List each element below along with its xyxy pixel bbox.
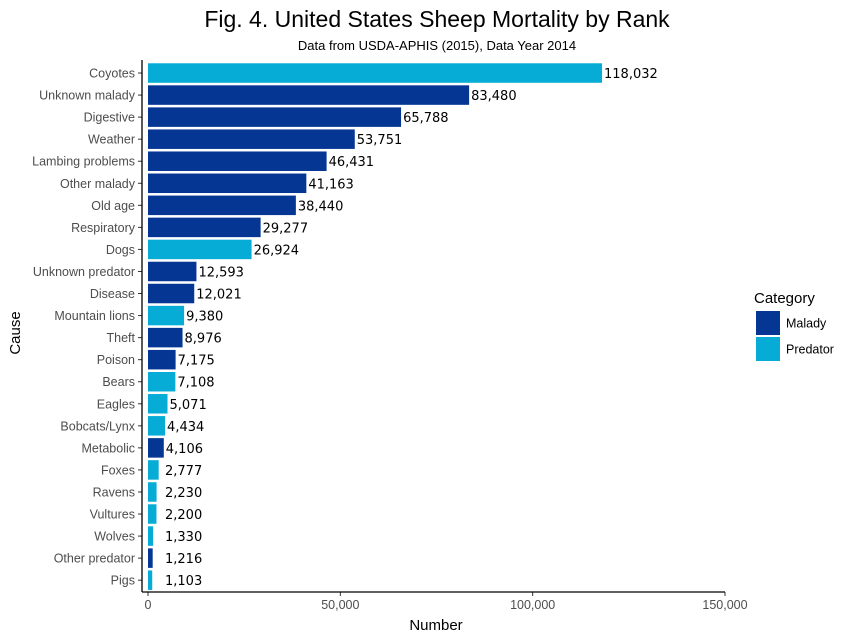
y-tick-label: Ravens (93, 485, 135, 499)
y-tick-label: Bobcats/Lynx (60, 419, 135, 433)
bar-ravens (148, 482, 157, 502)
data-label: 1,103 (165, 574, 202, 589)
bar-metabolic (148, 438, 164, 458)
data-label: 53,751 (357, 133, 403, 148)
x-tick-label: 150,000 (702, 598, 747, 612)
x-tick-label: 50,000 (321, 598, 359, 612)
data-label: 1,330 (165, 530, 202, 545)
bar-wolves (148, 526, 154, 546)
y-tick-label: Unknown malady (39, 89, 136, 103)
y-tick-label: Wolves (94, 530, 135, 544)
y-tick-label: Disease (90, 287, 135, 301)
bar-bears (148, 371, 176, 392)
data-label: 4,106 (166, 442, 203, 457)
data-label: 2,200 (165, 508, 202, 523)
bar-dogs (148, 239, 252, 260)
bar-respiratory (148, 217, 261, 238)
bar-other-malady (148, 173, 307, 194)
y-tick-label: Pigs (111, 574, 135, 588)
data-label: 4,434 (167, 420, 204, 435)
data-label: 29,277 (263, 221, 309, 236)
y-tick-label: Vultures (90, 508, 135, 522)
y-tick-label: Dogs (106, 243, 135, 257)
y-tick-label: Old age (91, 199, 135, 213)
bar-weather (148, 129, 355, 149)
data-label: 8,976 (185, 332, 222, 347)
plot-area: Coyotes 118,032 Unknown malady 83,480 Digest… (32, 63, 748, 612)
bar-unknown-predator (148, 261, 197, 282)
data-label: 46,431 (329, 155, 375, 170)
bar-foxes (148, 460, 159, 480)
bar-poison (148, 349, 176, 370)
x-axis-label: Number (409, 617, 462, 634)
chart-subtitle: Data from USDA-APHIS (2015), Data Year 2… (298, 38, 576, 53)
data-label: 9,380 (186, 310, 223, 325)
legend-swatch-malady (756, 311, 780, 335)
data-label: 5,071 (170, 398, 207, 413)
bar-pigs (148, 570, 153, 590)
y-tick-label: Lambing problems (32, 155, 135, 169)
data-label: 7,175 (178, 354, 215, 369)
data-label: 118,032 (604, 67, 658, 82)
y-tick-label: Coyotes (89, 67, 135, 81)
data-label: 26,924 (254, 243, 300, 258)
y-tick-label: Respiratory (71, 221, 136, 235)
bar-mountain-lions (148, 305, 185, 326)
bar-disease (148, 283, 195, 304)
data-label: 83,480 (471, 89, 517, 104)
legend-title: Category (754, 290, 815, 307)
bar-lambing-problems (148, 151, 327, 171)
data-label: 12,593 (198, 265, 244, 280)
legend-label-malady: Malady (786, 317, 827, 331)
bar-unknown-malady (148, 85, 470, 105)
data-label: 2,230 (165, 486, 202, 501)
bar-bobcats-lynx (148, 416, 166, 436)
legend: Category Malady Predator (754, 290, 834, 361)
y-tick-label: Theft (107, 331, 136, 345)
bar-old-age (148, 195, 296, 216)
y-tick-label: Poison (97, 353, 135, 367)
data-label: 41,163 (308, 177, 354, 192)
bar-theft (148, 327, 183, 348)
data-label: 1,216 (165, 552, 202, 567)
y-tick-label: Other malady (60, 177, 136, 191)
y-tick-label: Mountain lions (54, 309, 135, 323)
y-tick-label: Digestive (84, 111, 135, 125)
data-label: 38,440 (298, 199, 344, 214)
data-label: 12,021 (196, 288, 242, 303)
chart-title: Fig. 4. United States Sheep Mortality by… (204, 6, 670, 32)
y-tick-label: Foxes (101, 463, 135, 477)
bar-eagles (148, 394, 168, 414)
bar-other-predator (148, 548, 153, 568)
y-tick-label: Unknown predator (33, 265, 135, 279)
y-tick-label: Weather (88, 133, 135, 147)
bar-digestive (148, 107, 402, 127)
y-tick-label: Other predator (54, 552, 135, 566)
bar-coyotes (148, 63, 603, 83)
legend-label-predator: Predator (786, 343, 834, 357)
y-tick-label: Metabolic (82, 441, 136, 455)
y-tick-label: Eagles (97, 397, 135, 411)
bar-vultures (148, 504, 157, 524)
x-tick-label: 100,000 (510, 598, 555, 612)
y-tick-label: Bears (102, 375, 135, 389)
data-label: 7,108 (177, 376, 214, 391)
y-axis-label: Cause (7, 311, 24, 354)
x-tick-label: 0 (145, 598, 152, 612)
data-label: 65,788 (403, 111, 449, 126)
legend-swatch-predator (756, 337, 780, 361)
data-label: 2,777 (165, 464, 202, 479)
